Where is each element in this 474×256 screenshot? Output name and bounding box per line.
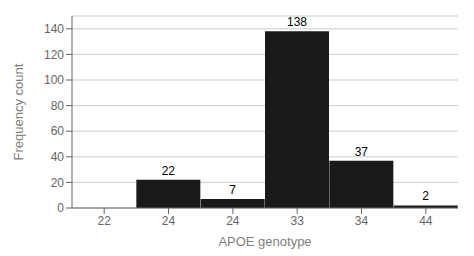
svg-text:100: 100 — [44, 73, 64, 87]
svg-text:34: 34 — [355, 214, 369, 228]
svg-text:APOE genotype: APOE genotype — [218, 234, 311, 249]
svg-text:Frequency count: Frequency count — [11, 63, 26, 160]
svg-text:22: 22 — [162, 164, 176, 178]
svg-text:22: 22 — [97, 214, 111, 228]
svg-text:7: 7 — [229, 183, 236, 197]
svg-text:37: 37 — [355, 145, 369, 159]
svg-text:80: 80 — [51, 99, 65, 113]
svg-text:33: 33 — [290, 214, 304, 228]
svg-text:44: 44 — [419, 214, 433, 228]
svg-text:120: 120 — [44, 48, 64, 62]
svg-text:60: 60 — [51, 124, 65, 138]
svg-text:24: 24 — [162, 214, 176, 228]
svg-text:40: 40 — [51, 150, 65, 164]
svg-text:0: 0 — [57, 201, 64, 215]
svg-text:140: 140 — [44, 22, 64, 36]
svg-text:138: 138 — [287, 15, 307, 29]
svg-text:24: 24 — [226, 214, 240, 228]
svg-text:20: 20 — [51, 176, 65, 190]
svg-text:2: 2 — [422, 189, 429, 203]
